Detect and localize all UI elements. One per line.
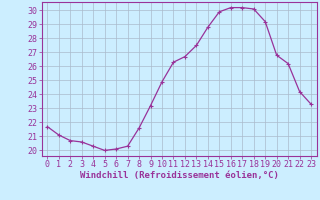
X-axis label: Windchill (Refroidissement éolien,°C): Windchill (Refroidissement éolien,°C) bbox=[80, 171, 279, 180]
